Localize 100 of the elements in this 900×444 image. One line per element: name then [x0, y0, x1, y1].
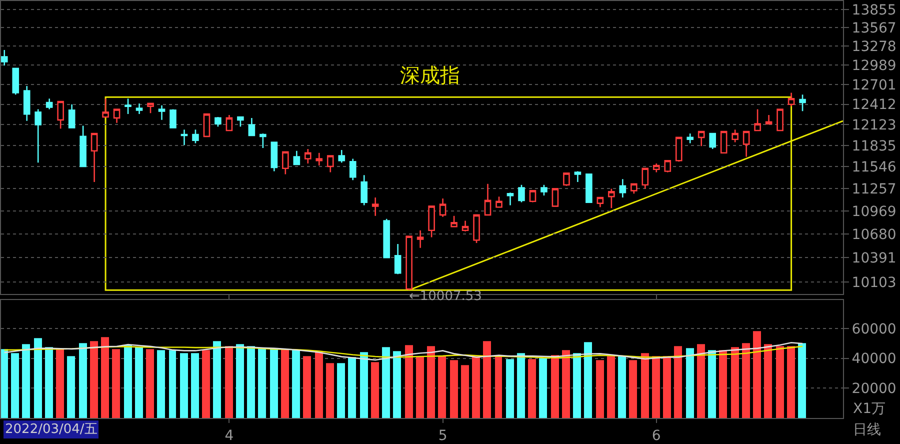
bar [528, 359, 536, 418]
candlestick [428, 206, 435, 238]
candlestick [518, 184, 525, 203]
candlestick [192, 128, 199, 144]
candlestick [34, 108, 42, 164]
line-series [4, 342, 804, 361]
y-tick-label: 12412 [852, 97, 896, 114]
bar [303, 356, 311, 418]
candlestick [473, 214, 480, 244]
bar [337, 363, 345, 418]
candlestick [788, 92, 795, 107]
y-tick-label: 11546 [852, 160, 896, 176]
bar [258, 348, 266, 418]
bar [562, 350, 570, 418]
bar [191, 353, 199, 418]
bar [539, 358, 547, 418]
bar [641, 353, 649, 418]
candlestick [282, 151, 289, 175]
bar [180, 353, 188, 418]
y-tick-label: 10969 [852, 204, 896, 220]
x-tick-label: 6 [652, 428, 661, 444]
x-tick-label: 5 [438, 428, 448, 444]
bar [1, 349, 8, 418]
bar [427, 346, 435, 418]
bar [742, 343, 750, 418]
bar [686, 348, 694, 418]
candlestick [248, 117, 256, 136]
candlestick [147, 102, 154, 114]
candlestick [529, 190, 536, 203]
candlestick [608, 188, 615, 209]
bar [652, 356, 660, 418]
candlestick [237, 116, 244, 128]
candlestick [113, 108, 120, 124]
bar [213, 341, 221, 418]
text: 2022/03/04/五 [5, 422, 98, 437]
candlestick [540, 184, 548, 196]
candlestick [586, 174, 592, 203]
candlestick [80, 125, 86, 168]
bar [798, 343, 806, 418]
bar [416, 356, 424, 418]
candlestick [630, 183, 638, 194]
candlestick [57, 100, 64, 130]
y-tick-label: 11257 [852, 181, 896, 198]
candlestick [709, 132, 716, 150]
candlestick [675, 136, 682, 162]
y-tick-label: 12701 [852, 77, 896, 94]
bar [607, 356, 615, 418]
bar [461, 365, 469, 418]
candlestick [349, 158, 356, 181]
candlestick [383, 218, 390, 258]
candlestick [642, 168, 649, 190]
candlestick [765, 114, 772, 124]
bar [90, 341, 98, 418]
bar [56, 349, 64, 418]
bar [101, 337, 109, 418]
y-tick-label: 12989 [852, 58, 896, 74]
candlestick [574, 170, 582, 183]
candlestick [776, 108, 784, 132]
candlestick [46, 98, 53, 110]
candlestick [596, 196, 604, 208]
bar [551, 355, 559, 418]
bar [348, 357, 356, 418]
text: 日线 [853, 422, 881, 438]
candlestick [372, 196, 379, 217]
bar [584, 342, 592, 418]
bar [663, 356, 671, 418]
candlestick [462, 220, 469, 232]
candlestick [68, 104, 76, 128]
bar [371, 362, 379, 418]
candlestick [552, 188, 559, 207]
y-tick-label: 13567 [852, 20, 896, 36]
bar [326, 363, 334, 418]
bar [169, 350, 176, 418]
candlestick [12, 68, 20, 96]
bar [776, 346, 784, 418]
candlestick [484, 183, 492, 216]
bar [472, 356, 480, 418]
bar [22, 344, 30, 418]
bar [281, 349, 289, 418]
bar [719, 350, 727, 418]
candlestick [124, 98, 132, 115]
bar [67, 356, 75, 418]
candlestick [664, 160, 672, 173]
candlestick [316, 152, 323, 166]
y-tick-label: 13278 [852, 38, 896, 55]
bar [731, 347, 739, 418]
text: 深成指 [400, 63, 460, 87]
bar [506, 359, 514, 418]
candlestick [698, 130, 705, 147]
bar [382, 347, 390, 418]
line-series [4, 346, 804, 358]
candlestick [754, 108, 761, 132]
bar [157, 350, 165, 418]
candlestick [360, 174, 368, 206]
candlestick [338, 149, 346, 164]
bar [146, 349, 154, 418]
candlestick [563, 172, 570, 187]
candlestick [23, 85, 30, 122]
bar [202, 350, 210, 418]
candlestick [90, 132, 98, 183]
